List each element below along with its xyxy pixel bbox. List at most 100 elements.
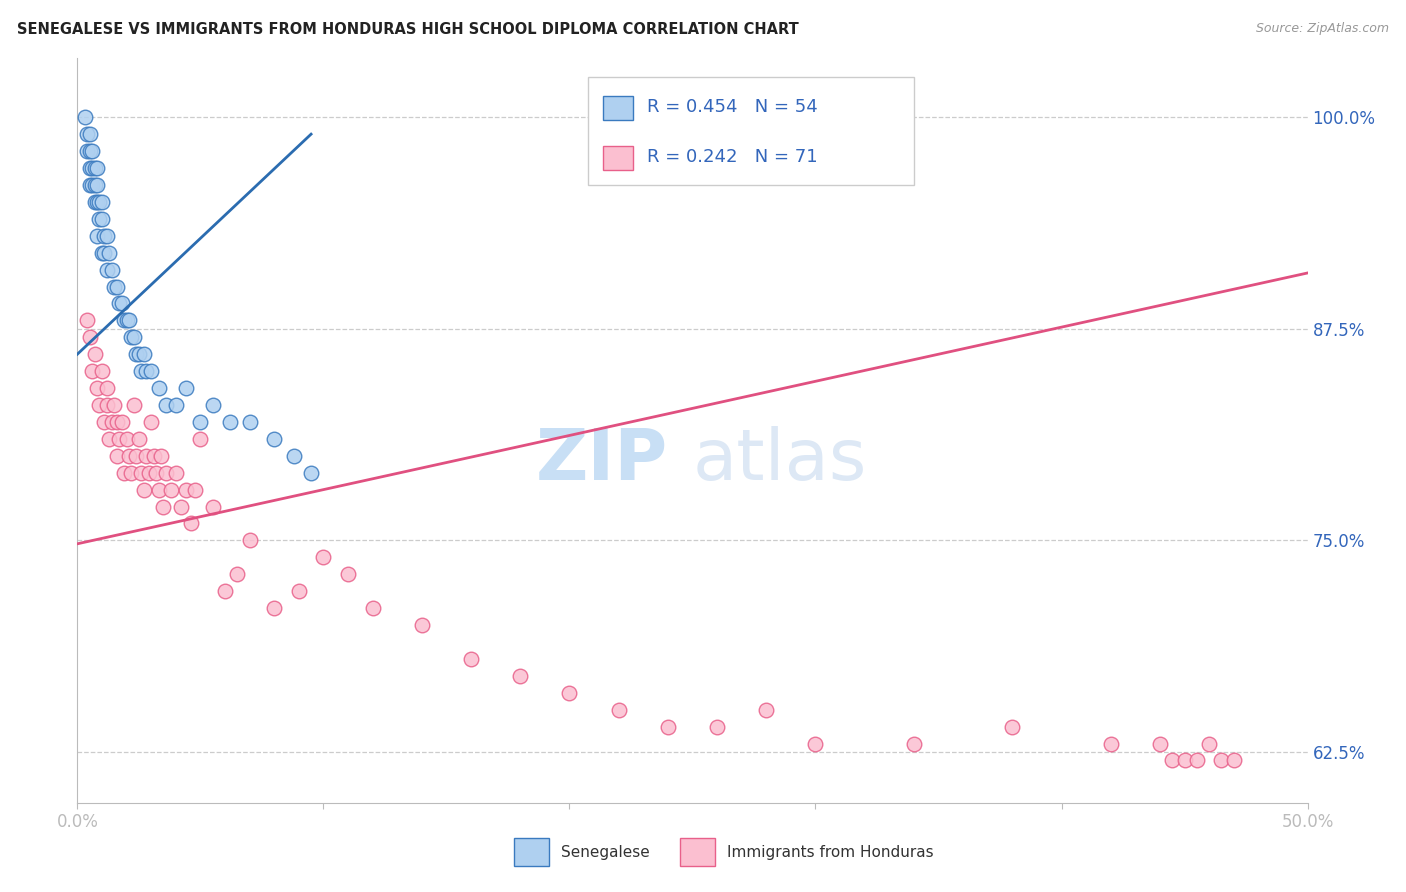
Point (89, 211, 111, 226)
Point (214, 584, 236, 599)
Point (101, 262, 124, 277)
Point (607, 703, 630, 717)
Point (148, 381, 170, 395)
FancyBboxPatch shape (681, 838, 714, 866)
Point (86, 194, 108, 209)
Point (122, 330, 145, 344)
Point (141, 415, 163, 429)
Point (155, 398, 177, 412)
Point (1099, 737, 1122, 751)
Point (1161, 754, 1184, 768)
Point (558, 686, 581, 700)
Point (98, 245, 121, 260)
Point (135, 364, 157, 378)
Point (288, 584, 311, 599)
Point (174, 381, 197, 395)
Point (283, 449, 305, 463)
Point (132, 347, 155, 361)
Point (112, 466, 135, 480)
Point (1185, 754, 1208, 768)
Point (79, 178, 101, 192)
Point (155, 466, 177, 480)
Point (90, 211, 114, 226)
Point (226, 567, 249, 582)
Point (79, 127, 101, 141)
Point (118, 449, 141, 463)
Point (263, 432, 285, 446)
Point (76, 144, 98, 158)
Point (160, 483, 183, 497)
Point (89, 194, 111, 209)
Point (82, 161, 104, 175)
Point (657, 720, 679, 734)
Point (76, 313, 98, 327)
Point (1001, 720, 1024, 734)
Point (98, 432, 121, 446)
Point (509, 669, 531, 683)
Point (111, 296, 132, 310)
Text: ZIP: ZIP (536, 425, 668, 495)
Text: Source: ZipAtlas.com: Source: ZipAtlas.com (1256, 22, 1389, 36)
Point (125, 449, 148, 463)
Point (90, 364, 114, 378)
Point (83, 178, 105, 192)
Point (93, 245, 115, 260)
FancyBboxPatch shape (515, 838, 548, 866)
Point (1223, 754, 1246, 768)
Point (83, 347, 105, 361)
Point (361, 601, 384, 615)
Point (83, 161, 105, 175)
Point (82, 364, 104, 378)
Point (201, 398, 224, 412)
Point (411, 618, 433, 632)
Point (170, 500, 193, 514)
Point (460, 652, 482, 666)
Point (138, 466, 160, 480)
Point (165, 466, 187, 480)
Point (79, 161, 101, 175)
Point (150, 449, 173, 463)
Point (103, 398, 125, 412)
Point (184, 483, 207, 497)
Point (96, 262, 118, 277)
Point (125, 347, 148, 361)
Point (93, 415, 115, 429)
Text: SENEGALESE VS IMMIGRANTS FROM HONDURAS HIGH SCHOOL DIPLOMA CORRELATION CHART: SENEGALESE VS IMMIGRANTS FROM HONDURAS H… (17, 22, 799, 37)
FancyBboxPatch shape (603, 145, 634, 169)
FancyBboxPatch shape (603, 96, 634, 120)
Point (105, 449, 128, 463)
Point (755, 703, 778, 717)
Point (73, 110, 96, 124)
Point (96, 228, 118, 243)
Point (145, 466, 167, 480)
Point (239, 415, 262, 429)
Point (103, 279, 125, 293)
Point (903, 737, 925, 751)
Point (132, 483, 155, 497)
Point (118, 313, 141, 327)
Point (122, 398, 145, 412)
Point (128, 347, 150, 361)
Point (135, 449, 157, 463)
Point (108, 432, 131, 446)
Point (79, 330, 101, 344)
Point (299, 466, 322, 480)
Point (188, 432, 212, 446)
Point (105, 415, 128, 429)
Point (105, 279, 128, 293)
Point (89, 398, 111, 412)
Text: Immigrants from Honduras: Immigrants from Honduras (727, 846, 934, 860)
Point (141, 364, 163, 378)
Text: atlas: atlas (693, 425, 868, 495)
Text: R = 0.242   N = 71: R = 0.242 N = 71 (647, 148, 817, 166)
Point (188, 415, 212, 429)
Point (112, 313, 135, 327)
Point (86, 228, 108, 243)
Point (1211, 754, 1233, 768)
Point (129, 466, 153, 480)
Point (111, 415, 132, 429)
Point (180, 516, 202, 531)
Point (239, 533, 262, 548)
Point (121, 330, 143, 344)
Point (83, 194, 105, 209)
